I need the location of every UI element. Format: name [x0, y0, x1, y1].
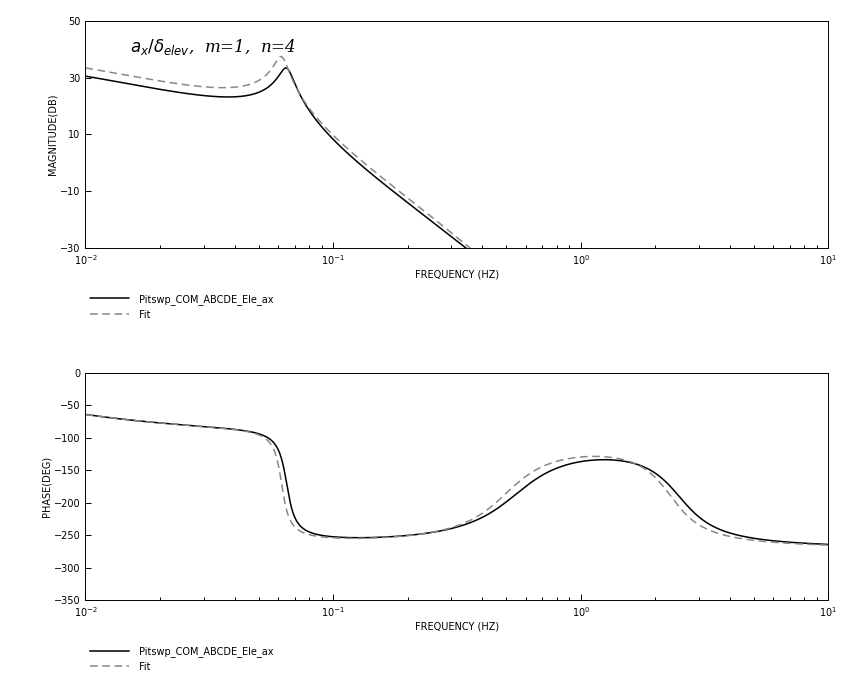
Fit — [822, 258, 833, 266]
Fit — [165, 79, 175, 87]
Pitswp_COM_ABCDE_Ele_ax — [822, 258, 833, 266]
Pitswp_COM_ABCDE_Ele_ax — [209, 423, 219, 431]
Pitswp_COM_ABCDE_Ele_ax — [165, 87, 175, 95]
Pitswp_COM_ABCDE_Ele_ax — [365, 169, 375, 177]
Legend: Pitswp_COM_ABCDE_Ele_ax, Fit: Pitswp_COM_ABCDE_Ele_ax, Fit — [90, 646, 273, 672]
Pitswp_COM_ABCDE_Ele_ax — [80, 72, 90, 80]
Fit — [80, 411, 90, 419]
Fit — [165, 420, 175, 428]
Pitswp_COM_ABCDE_Ele_ax — [209, 92, 219, 101]
Y-axis label: MAGNITUDE(DB): MAGNITUDE(DB) — [47, 94, 57, 175]
Y-axis label: PHASE(DEG): PHASE(DEG) — [41, 456, 51, 518]
Fit — [209, 424, 219, 432]
Pitswp_COM_ABCDE_Ele_ax — [808, 258, 818, 266]
Fit — [80, 63, 90, 72]
Pitswp_COM_ABCDE_Ele_ax — [728, 530, 738, 538]
Pitswp_COM_ABCDE_Ele_ax — [728, 258, 739, 266]
Fit — [397, 532, 407, 540]
Pitswp_COM_ABCDE_Ele_ax — [397, 195, 408, 203]
Fit — [808, 540, 818, 549]
Fit — [397, 190, 408, 198]
Pitswp_COM_ABCDE_Ele_ax — [365, 533, 375, 542]
Pitswp_COM_ABCDE_Ele_ax — [397, 532, 407, 540]
X-axis label: FREQUENCY (HZ): FREQUENCY (HZ) — [415, 269, 498, 279]
Pitswp_COM_ABCDE_Ele_ax — [822, 540, 833, 549]
Fit — [276, 52, 286, 61]
Line: Pitswp_COM_ABCDE_Ele_ax: Pitswp_COM_ABCDE_Ele_ax — [85, 415, 827, 544]
Fit — [483, 258, 493, 266]
Pitswp_COM_ABCDE_Ele_ax — [80, 411, 90, 419]
Text: $a_x/\delta_{elev}$,  m=1,  n=4: $a_x/\delta_{elev}$, m=1, n=4 — [130, 37, 296, 57]
Fit — [808, 258, 818, 266]
Pitswp_COM_ABCDE_Ele_ax — [281, 63, 291, 72]
X-axis label: FREQUENCY (HZ): FREQUENCY (HZ) — [415, 622, 498, 632]
Line: Fit: Fit — [85, 57, 827, 262]
Fit — [209, 83, 219, 92]
Pitswp_COM_ABCDE_Ele_ax — [479, 258, 489, 266]
Line: Fit: Fit — [85, 415, 827, 545]
Pitswp_COM_ABCDE_Ele_ax — [165, 420, 175, 428]
Fit — [728, 533, 738, 542]
Fit — [822, 541, 833, 549]
Line: Pitswp_COM_ABCDE_Ele_ax: Pitswp_COM_ABCDE_Ele_ax — [85, 68, 827, 262]
Fit — [365, 164, 375, 172]
Pitswp_COM_ABCDE_Ele_ax — [808, 540, 818, 548]
Fit — [365, 534, 375, 542]
Legend: Pitswp_COM_ABCDE_Ele_ax, Fit: Pitswp_COM_ABCDE_Ele_ax, Fit — [90, 294, 273, 319]
Fit — [728, 258, 739, 266]
